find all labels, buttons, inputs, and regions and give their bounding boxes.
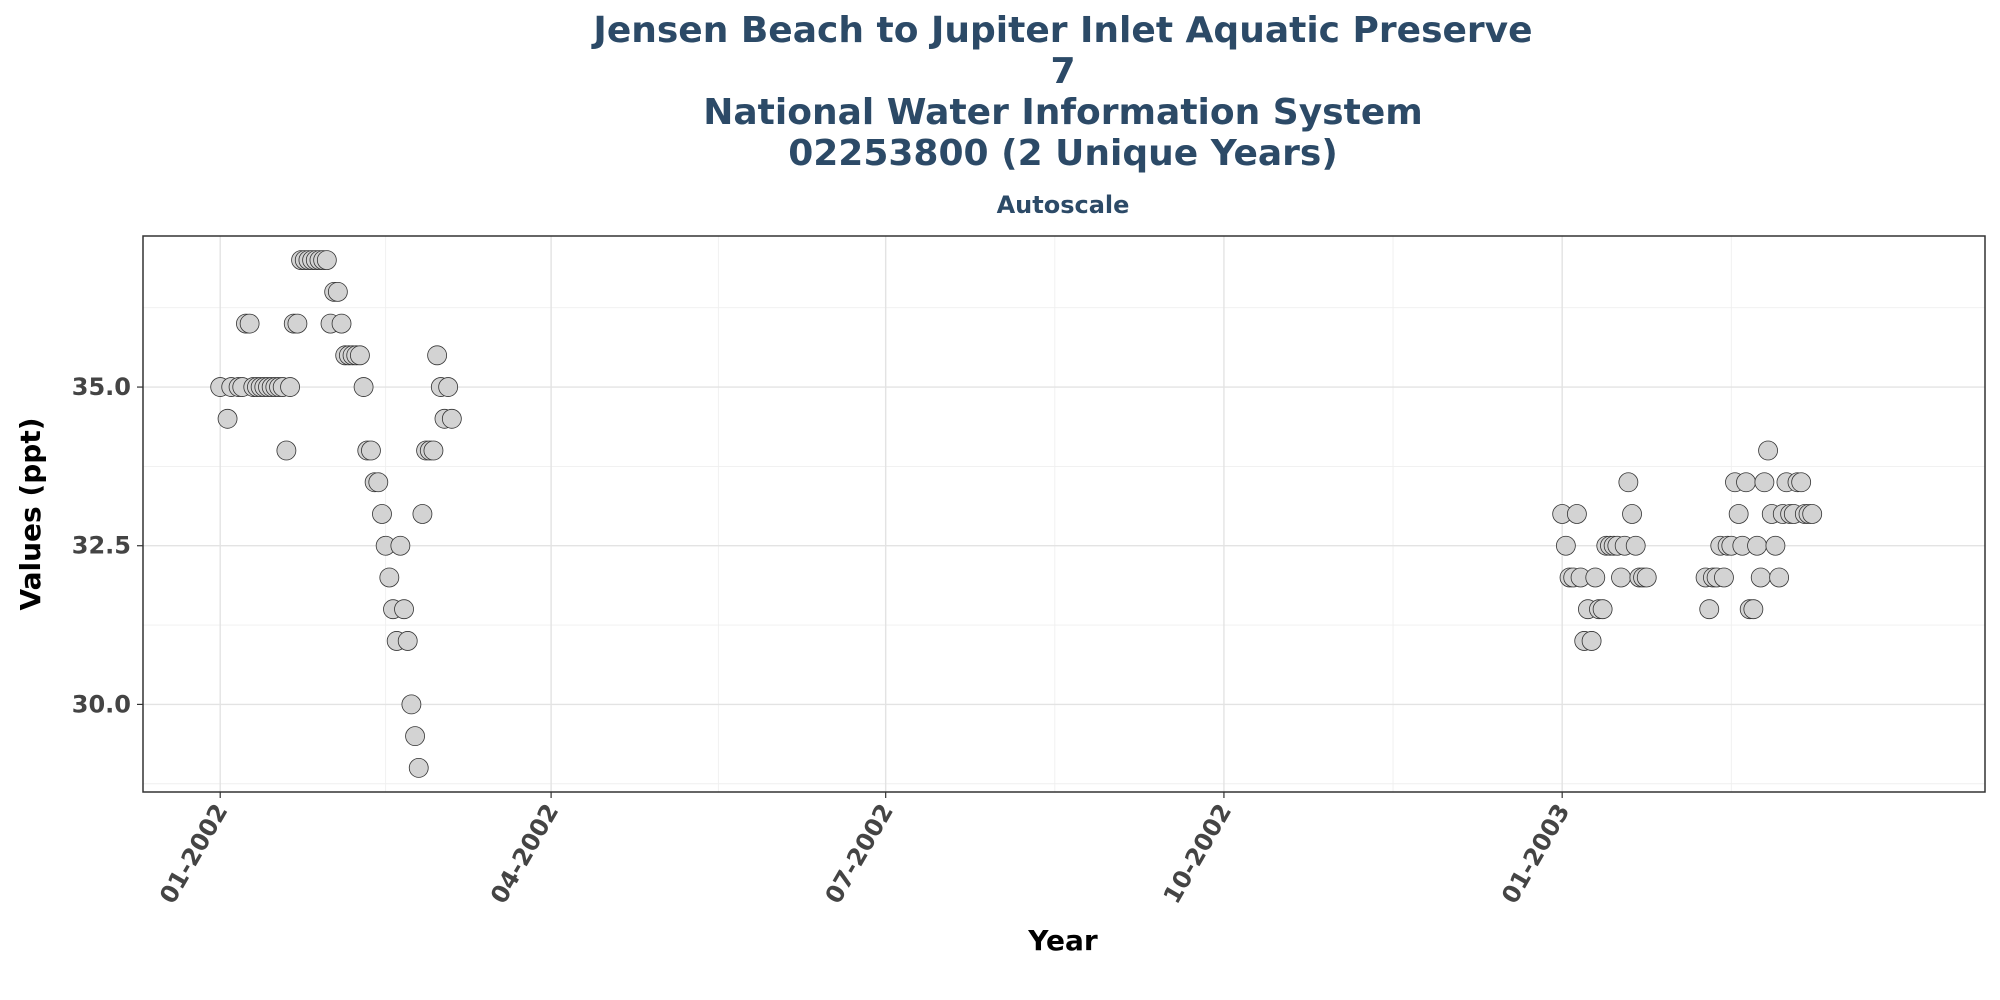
data-point	[372, 504, 392, 524]
data-point	[1802, 504, 1823, 524]
data-point	[1791, 472, 1812, 493]
data-point	[1747, 535, 1767, 556]
data-point	[287, 313, 308, 334]
data-point	[1555, 535, 1576, 556]
data-point	[427, 345, 448, 366]
data-point	[438, 377, 459, 397]
data-point	[361, 440, 381, 461]
data-point	[1769, 567, 1790, 588]
data-point	[350, 345, 370, 366]
data-points	[210, 250, 1823, 778]
data-point	[405, 726, 425, 747]
data-point	[217, 408, 238, 429]
y-tick-label: 30.0	[72, 690, 131, 718]
data-point	[1736, 472, 1756, 493]
data-point	[353, 377, 374, 397]
data-point	[390, 535, 411, 556]
chart-title: Jensen Beach to Jupiter Inlet Aquatic Pr…	[0, 0, 2000, 174]
data-point	[1699, 599, 1720, 620]
y-axis-title: Values (ppt)	[14, 417, 47, 610]
data-point	[1611, 567, 1631, 588]
data-point	[423, 440, 444, 461]
data-point	[1618, 472, 1639, 493]
data-point	[331, 313, 352, 334]
title-line-1: Jensen Beach to Jupiter Inlet Aquatic Pr…	[593, 10, 1533, 51]
data-point	[397, 631, 418, 651]
x-tick-label: 01-2002	[154, 799, 233, 908]
data-point	[327, 281, 348, 302]
title-line-3: National Water Information System	[703, 92, 1423, 133]
data-point	[1622, 504, 1642, 524]
chart-subtitle: Autoscale	[997, 191, 1130, 219]
title-line-2: 7	[1050, 51, 1076, 92]
data-point	[1636, 567, 1657, 588]
data-point	[1754, 472, 1775, 493]
title-line-4: 02253800 (2 Unique Years)	[788, 133, 1338, 174]
data-point	[1743, 599, 1764, 620]
data-point	[1585, 567, 1606, 588]
data-point	[1758, 440, 1778, 461]
data-point	[1581, 631, 1602, 651]
data-point	[1714, 567, 1734, 588]
plot-panel-border	[142, 235, 1986, 793]
data-point	[368, 472, 389, 493]
data-point	[316, 250, 337, 271]
data-point	[408, 757, 429, 778]
data-point	[441, 408, 462, 429]
y-tick-label: 35.0	[72, 373, 131, 401]
data-point	[1728, 504, 1749, 524]
data-point	[412, 504, 433, 524]
data-point	[1750, 567, 1771, 588]
data-point	[276, 440, 297, 461]
x-tick-label: 04-2002	[485, 799, 564, 908]
data-point	[379, 567, 400, 588]
data-point	[394, 599, 414, 620]
x-tick-label: 01-2003	[1496, 799, 1575, 908]
data-point	[1625, 535, 1646, 556]
x-axis: 01-2002 04-2002 07-2002 10-2002 01-2003	[154, 792, 1575, 908]
x-tick-label: 07-2002	[820, 799, 899, 908]
x-tick-label: 10-2002	[1158, 799, 1237, 908]
data-point	[401, 694, 422, 715]
data-point	[280, 377, 300, 397]
data-point	[1765, 535, 1786, 556]
data-point	[1566, 504, 1587, 524]
y-tick-label: 32.5	[72, 532, 131, 560]
y-axis: 30.0 32.5 35.0	[72, 373, 143, 718]
data-point	[1592, 599, 1613, 620]
data-point	[239, 313, 260, 334]
x-axis-title: Year	[1027, 924, 1098, 957]
